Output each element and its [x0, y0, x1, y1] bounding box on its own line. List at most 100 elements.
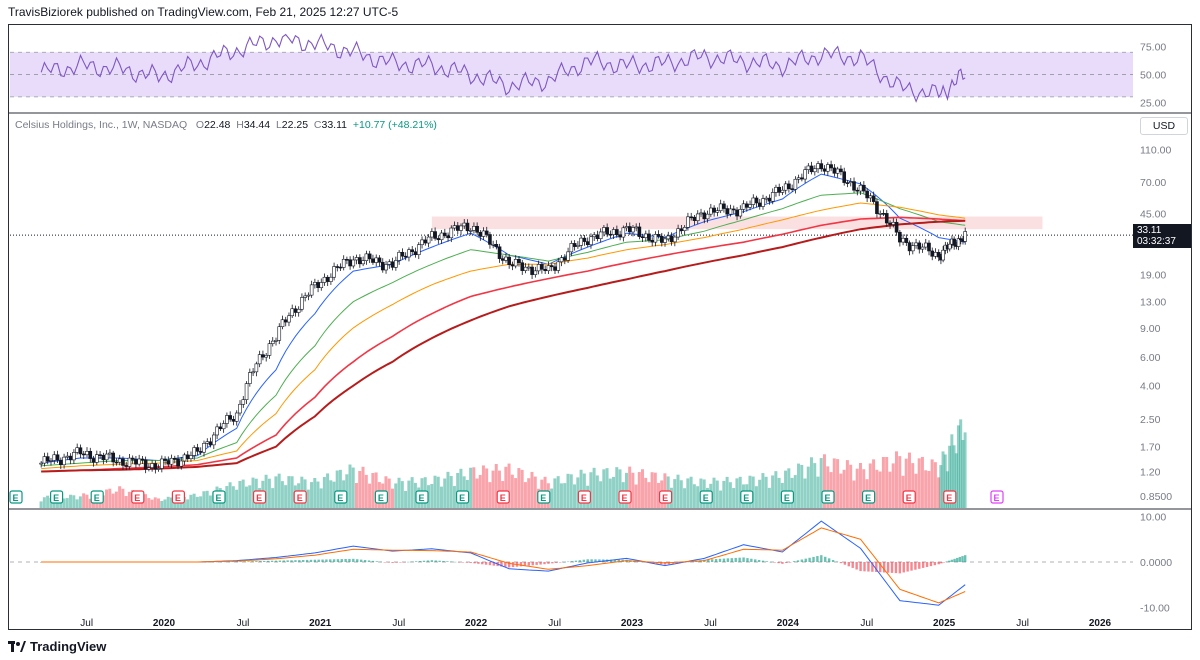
candle-body — [430, 231, 434, 238]
candle-body — [745, 203, 749, 208]
volume-bar — [891, 463, 895, 508]
candle-body — [947, 243, 952, 250]
candle-body — [413, 251, 418, 256]
candle-body — [153, 463, 158, 470]
macd-histogram-bar — [598, 559, 601, 562]
candle-body — [329, 276, 333, 282]
volume-bar — [274, 476, 278, 508]
macd-histogram-bar — [781, 562, 784, 564]
time-axis-label: 2024 — [777, 618, 800, 629]
macd-histogram-bar — [586, 559, 589, 562]
macd-histogram-bar — [867, 562, 870, 572]
volume-bar — [764, 476, 768, 508]
macd-histogram-bar — [359, 559, 363, 562]
volume-bar — [732, 488, 736, 508]
candle-body — [513, 259, 518, 267]
macd-histogram-bar — [332, 559, 336, 562]
volume-bar — [754, 486, 758, 508]
macd-histogram-bar — [274, 560, 278, 562]
macd-histogram-bar — [411, 561, 414, 563]
volume-bar — [348, 464, 352, 508]
candle-body — [446, 235, 450, 239]
macd-histogram-bar — [442, 561, 445, 562]
volume-bar — [939, 465, 943, 508]
candle-body — [283, 319, 288, 323]
currency-button[interactable]: USD — [1140, 117, 1188, 135]
candle-body — [507, 256, 511, 265]
volume-bar — [507, 463, 511, 508]
candle-body — [117, 458, 122, 463]
earnings-marker — [861, 490, 876, 504]
earnings-marker-label: E — [378, 493, 384, 503]
volume-bar — [449, 476, 453, 508]
macd-histogram-bar — [738, 557, 741, 562]
candle-body — [653, 234, 658, 243]
volume-bar — [855, 468, 859, 508]
tradingview-logo[interactable]: TradingView — [8, 639, 106, 654]
volume-bar — [394, 483, 398, 508]
volume-bar — [954, 453, 958, 508]
candle-body — [546, 265, 551, 272]
macd-histogram-bar — [820, 555, 823, 562]
volume-bar — [306, 489, 310, 508]
candle-body — [140, 458, 145, 461]
earnings-marker — [293, 490, 307, 504]
candle-body — [104, 453, 109, 461]
macd-histogram-bar — [278, 560, 282, 562]
volume-bar — [832, 458, 836, 508]
candle-body — [202, 442, 206, 453]
candle-body — [491, 243, 495, 246]
earnings-marker — [334, 490, 348, 504]
candle-body — [478, 232, 483, 237]
macd-histogram-bar — [329, 559, 332, 562]
volume-bar — [166, 496, 170, 508]
volume-bar — [390, 488, 394, 508]
candle-body — [238, 403, 242, 414]
candle-body — [150, 463, 154, 468]
volume-bar — [313, 478, 317, 508]
volume-bar — [533, 476, 537, 508]
last-price: 33.11 — [1137, 225, 1162, 236]
time-axis-label: Jul — [860, 618, 873, 629]
earnings-marker — [577, 490, 592, 504]
candle-body — [72, 452, 76, 461]
candle-body — [261, 354, 265, 358]
macd-histogram-bar — [559, 562, 562, 563]
macd-histogram-bar — [769, 561, 772, 563]
volume-bar — [478, 474, 482, 508]
candle-body — [686, 216, 690, 228]
macd-histogram-bar — [761, 560, 765, 562]
macd-histogram-bar — [555, 562, 558, 563]
macd-histogram-bar — [511, 562, 515, 568]
volume-bar — [784, 470, 788, 508]
volume-bar — [368, 483, 372, 508]
macd-histogram-bar — [539, 562, 542, 565]
volume-bar — [52, 499, 56, 508]
volume-bar — [530, 471, 534, 508]
signal-line — [41, 527, 966, 604]
candle-body — [923, 242, 928, 248]
macd-histogram-bar — [831, 559, 835, 562]
macd-histogram-bar — [875, 562, 878, 572]
earnings-marker-label: E — [297, 493, 303, 503]
candle-body — [637, 226, 642, 237]
macd-histogram-bar — [765, 561, 769, 562]
macd-histogram-bar — [223, 561, 227, 563]
candle-body — [761, 198, 765, 207]
volume-bar — [599, 481, 603, 508]
candle-body — [416, 244, 421, 256]
candle-body — [452, 225, 457, 229]
candle-body — [387, 261, 392, 265]
macd-histogram-bar — [535, 562, 538, 565]
volume-bar — [771, 475, 775, 508]
candle-body — [666, 235, 671, 240]
volume-bar — [78, 496, 82, 508]
candle-body — [208, 441, 213, 446]
upcoming-earnings-marker — [990, 490, 1004, 504]
macd-histogram-bar — [710, 559, 714, 562]
macd-histogram-bar — [958, 557, 962, 562]
candle-body — [894, 221, 899, 233]
macd-histogram-bar — [477, 562, 480, 564]
macd-histogram-bar — [356, 559, 359, 562]
